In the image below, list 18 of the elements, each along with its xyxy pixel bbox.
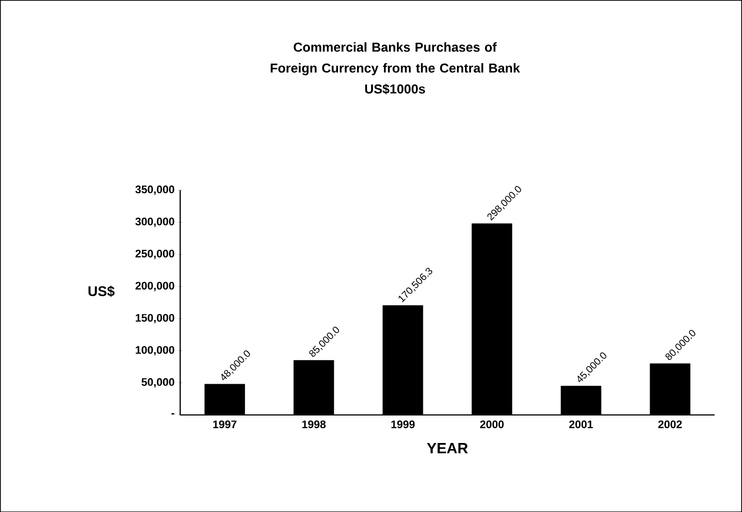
y-axis-title: US$ <box>88 286 115 297</box>
y-tick-label: 200,000 <box>136 282 174 292</box>
y-tick-label: 350,000 <box>135 185 174 195</box>
x-tick-label: 2002 <box>658 420 682 428</box>
y-tick-label: 100,000 <box>136 346 174 356</box>
y-tick-label: - <box>171 413 174 414</box>
x-tick-label: 1997 <box>213 420 236 428</box>
x-tick-label: 2000 <box>480 420 504 428</box>
y-tick-label: 250,000 <box>136 250 174 259</box>
chart-subtitle: US$1000s <box>365 84 426 94</box>
x-axis-title: YEAR <box>426 442 468 454</box>
x-tick-label: 1999 <box>391 420 415 428</box>
x-tick-label: 2001 <box>569 420 593 428</box>
y-tick-label: 300,000 <box>135 218 174 227</box>
chart-title: Commercial Banks Purchases of Foreign Currency from the Central Bank <box>270 42 520 76</box>
y-tick-label: 150,000 <box>136 314 174 324</box>
y-tick-label: 50,000 <box>142 378 174 388</box>
x-tick-label: 1998 <box>302 420 326 428</box>
